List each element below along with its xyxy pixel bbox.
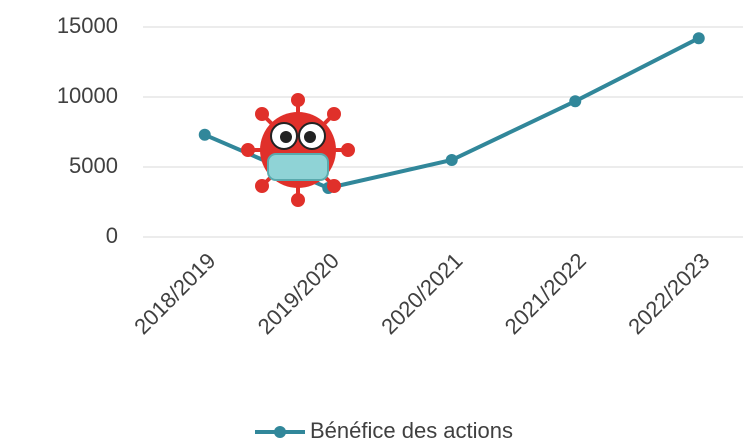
y-tick-label: 0: [106, 223, 118, 248]
x-tick-label: 2019/2020: [253, 248, 344, 339]
virus-icon: [243, 95, 353, 205]
legend-label: Bénéfice des actions: [310, 418, 513, 443]
x-tick-label: 2018/2019: [129, 248, 220, 339]
y-tick-label: 15000: [57, 13, 118, 38]
point: [569, 95, 581, 107]
x-tick-label: 2021/2022: [500, 248, 591, 339]
chart: 0 5000 10000 15000 2018/2019 2019/2020 2020/2…: [0, 0, 743, 444]
x-tick-label: 2020/2021: [376, 248, 467, 339]
point: [199, 129, 211, 141]
x-tick-label: 2022/2023: [623, 248, 714, 339]
y-tick-label: 10000: [57, 83, 118, 108]
point: [446, 154, 458, 166]
point: [693, 32, 705, 44]
legend-marker: [274, 426, 286, 438]
y-tick-label: 5000: [69, 153, 118, 178]
